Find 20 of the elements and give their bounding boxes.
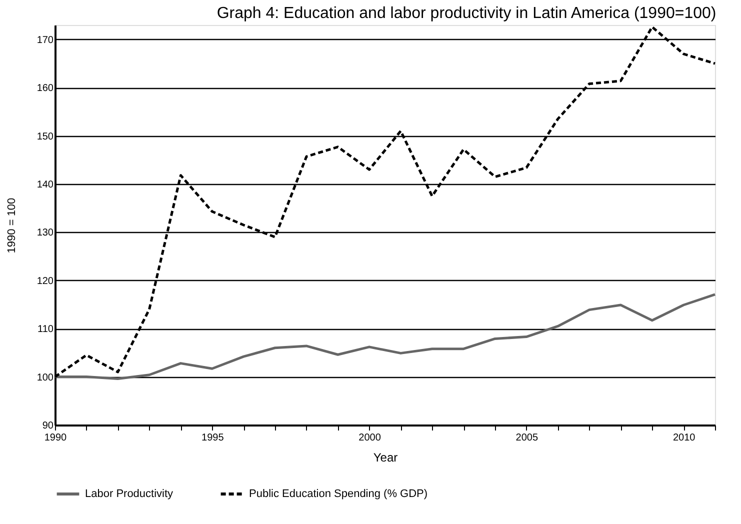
x-tick-label: 1990 [44,432,68,444]
y-tick-label: 90 [42,420,54,432]
x-tick-label: 2010 [672,432,696,444]
y-tick-label: 150 [36,131,54,142]
legend-label: Public Education Spending (% GDP) [249,488,428,500]
y-axis-title: 1990 = 100 [6,198,18,254]
y-tick-label: 130 [36,228,54,239]
x-tick-label: 2005 [516,432,538,444]
y-tick-label: 170 [36,34,54,46]
x-tick-label: 2000 [358,432,382,444]
legend-label: Labor Productivity [85,488,174,500]
line-series [54,293,716,380]
y-tick-label: 160 [36,83,54,94]
y-tick-label: 120 [36,276,54,287]
y-tick-label: 140 [36,180,54,191]
x-axis-title: Year [373,450,398,464]
x-tick-label: 1995 [202,432,224,444]
chart-title: Graph 4: Education and labor productivity in Latin America (1990=100) [216,5,716,22]
y-tick-label: 110 [38,324,54,336]
y-tick-label: 100 [36,372,54,384]
